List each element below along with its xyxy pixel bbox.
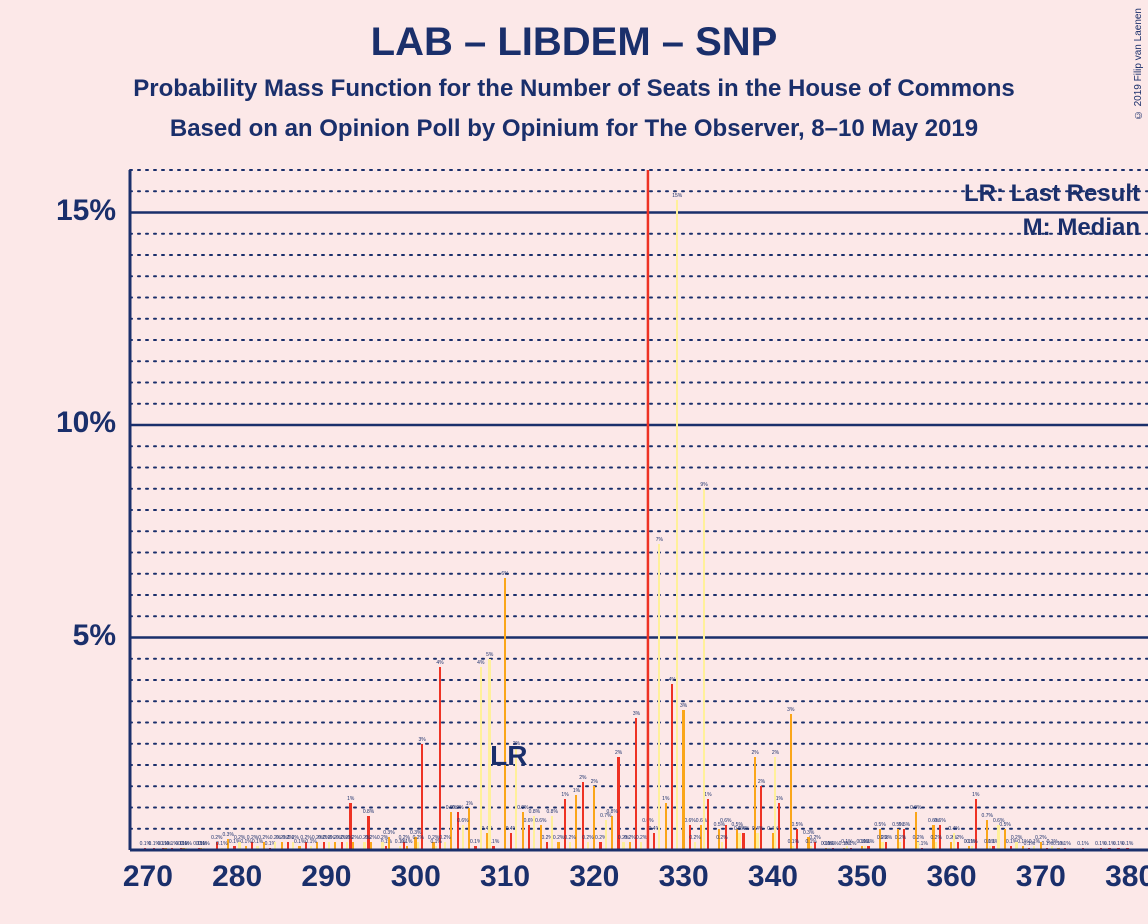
chart-plot-area: 0.1%0.1%0.1%0.1%0.1%0.1%0.2%0.1%0.2%0.1%… [130, 170, 1148, 850]
y-tick-label: 10% [56, 406, 116, 440]
x-tick-label: 380 [1090, 860, 1148, 894]
chart-subtitle-2: Based on an Opinion Poll by Opinium for … [0, 115, 1148, 143]
x-tick-label: 320 [554, 860, 634, 894]
x-tick-label: 290 [286, 860, 366, 894]
x-tick-label: 310 [465, 860, 545, 894]
x-tick-label: 340 [733, 860, 813, 894]
x-tick-label: 300 [376, 860, 456, 894]
x-tick-label: 280 [197, 860, 277, 894]
y-tick-label: 15% [56, 194, 116, 228]
legend-median: M: Median [1023, 214, 1140, 242]
chart-subtitle-1: Probability Mass Function for the Number… [0, 75, 1148, 103]
credit-text: © 2019 Filip van Laenen [1133, 8, 1144, 120]
x-tick-label: 360 [912, 860, 992, 894]
y-tick-label: 5% [73, 619, 116, 653]
last-result-marker: LR [490, 740, 527, 772]
legend-last-result: LR: Last Result [964, 180, 1140, 208]
x-tick-label: 350 [822, 860, 902, 894]
chart-title: LAB – LIBDEM – SNP [0, 0, 1148, 65]
x-tick-label: 270 [108, 860, 188, 894]
x-tick-label: 370 [1001, 860, 1081, 894]
x-tick-label: 330 [644, 860, 724, 894]
